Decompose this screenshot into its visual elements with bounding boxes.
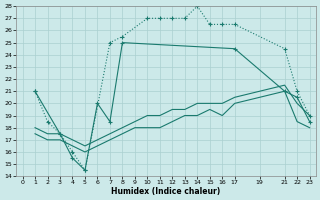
X-axis label: Humidex (Indice chaleur): Humidex (Indice chaleur) — [111, 187, 221, 196]
